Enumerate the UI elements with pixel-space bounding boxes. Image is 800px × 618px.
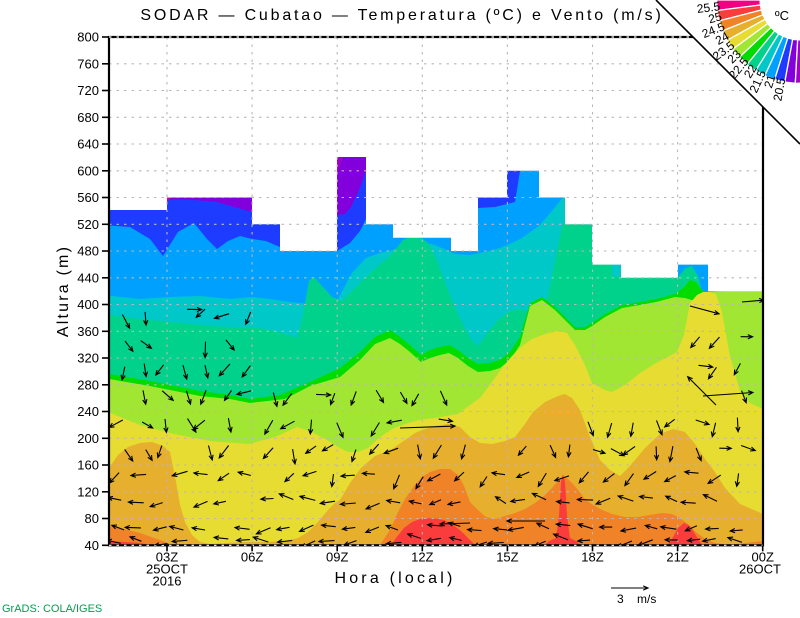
svg-text:18Z: 18Z xyxy=(581,549,603,564)
svg-text:26OCT: 26OCT xyxy=(739,561,781,576)
svg-text:240: 240 xyxy=(77,404,99,419)
svg-text:Altura (m): Altura (m) xyxy=(55,245,72,337)
svg-text:25OCT: 25OCT xyxy=(146,561,188,576)
svg-text:680: 680 xyxy=(77,110,99,125)
svg-text:120: 120 xyxy=(77,484,99,499)
svg-text:03Z: 03Z xyxy=(156,549,178,564)
svg-text:800: 800 xyxy=(77,30,99,45)
svg-text:GrADS: COLA/IGES: GrADS: COLA/IGES xyxy=(2,603,102,615)
svg-text:25.5: 25.5 xyxy=(696,0,721,16)
svg-text:600: 600 xyxy=(77,163,99,178)
svg-text:640: 640 xyxy=(77,137,99,152)
svg-text:15Z: 15Z xyxy=(496,549,518,564)
svg-text:ºC: ºC xyxy=(775,8,789,23)
svg-text:760: 760 xyxy=(77,56,99,71)
svg-text:560: 560 xyxy=(77,190,99,205)
svg-text:200: 200 xyxy=(77,431,99,446)
svg-text:520: 520 xyxy=(77,217,99,232)
svg-text:06Z: 06Z xyxy=(241,549,263,564)
svg-text:400: 400 xyxy=(77,297,99,312)
svg-text:09Z: 09Z xyxy=(326,549,348,564)
svg-text:160: 160 xyxy=(77,458,99,473)
svg-text:2016: 2016 xyxy=(153,573,182,588)
svg-text:20.5: 20.5 xyxy=(770,76,788,102)
svg-text:40: 40 xyxy=(85,538,99,553)
svg-text:440: 440 xyxy=(77,270,99,285)
svg-text:21: 21 xyxy=(761,73,778,90)
svg-text:320: 320 xyxy=(77,351,99,366)
svg-text:21Z: 21Z xyxy=(666,549,688,564)
svg-text:80: 80 xyxy=(85,511,99,526)
svg-text:360: 360 xyxy=(77,324,99,339)
svg-text:Hora (local): Hora (local) xyxy=(334,570,455,587)
svg-text:12Z: 12Z xyxy=(411,549,433,564)
svg-text:00Z: 00Z xyxy=(751,549,773,564)
svg-text:m/s: m/s xyxy=(637,592,656,606)
svg-text:25: 25 xyxy=(707,9,724,26)
svg-text:480: 480 xyxy=(77,244,99,259)
svg-text:3: 3 xyxy=(617,592,624,606)
svg-text:SODAR — Cubatao — Temperatura: SODAR — Cubatao — Temperatura (ºC) e Ven… xyxy=(140,7,663,24)
svg-text:280: 280 xyxy=(77,377,99,392)
svg-text:720: 720 xyxy=(77,83,99,98)
svg-text:24: 24 xyxy=(713,29,732,48)
